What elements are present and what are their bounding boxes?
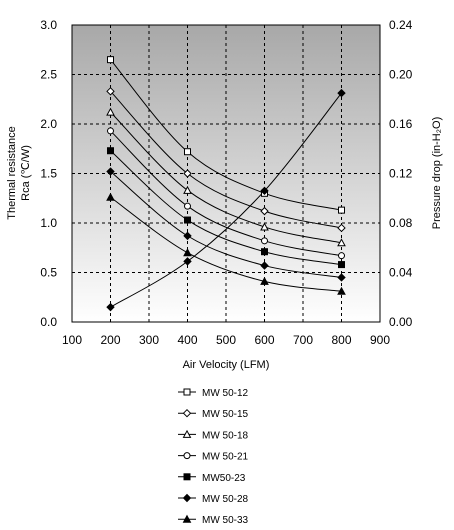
legend-label: MW 50-21 — [202, 452, 249, 463]
legend: MW 50-12 MW 50-15 MW 50-18 MW 50-21 MW50-23 M… — [178, 388, 249, 526]
legend-label: MW 50-33 — [202, 515, 249, 526]
y-right-tick-label: 0.16 — [389, 117, 413, 131]
x-tick-label: 300 — [139, 333, 159, 347]
y-left-tick-label: 0.0 — [40, 315, 57, 329]
y-left-axis-title-line2: Rca (℃/W) — [20, 145, 32, 201]
data-point — [260, 222, 269, 231]
y-left-tick-label: 0.5 — [40, 266, 57, 280]
data-point — [106, 107, 115, 116]
series-line-3 — [110, 130, 342, 257]
data-point — [106, 167, 115, 176]
data-point — [338, 261, 345, 269]
data-point — [260, 206, 269, 216]
y-right-axis-title: Pressure drop (in-H₂O) — [431, 117, 443, 229]
data-point — [260, 276, 269, 285]
x-tick-label: 400 — [177, 333, 197, 347]
series-line-5 — [110, 171, 342, 278]
legend-label: MW 50-12 — [202, 388, 249, 399]
series-line-0 — [110, 59, 342, 211]
y-right-tick-label: 0.24 — [389, 18, 413, 32]
data-point — [261, 237, 268, 245]
y-left-tick-label: 1.5 — [40, 167, 57, 181]
x-axis-title: Air Velocity (LFM) — [183, 359, 270, 371]
legend-marker — [182, 408, 192, 418]
legend-marker — [182, 493, 192, 503]
data-point — [337, 223, 346, 233]
data-point — [106, 302, 115, 312]
legend-marker — [183, 452, 191, 460]
x-tick-label: 100 — [62, 333, 82, 347]
y-right-tick-label: 0.04 — [389, 266, 413, 280]
data-point — [107, 56, 114, 64]
data-point — [106, 87, 115, 96]
data-point — [183, 185, 192, 194]
y-left-axis-title-line1: Thermal resistance — [6, 126, 18, 220]
series-line-7 — [110, 92, 342, 308]
data-point — [337, 238, 346, 247]
data-point — [184, 202, 191, 210]
data-point — [183, 257, 192, 266]
legend-marker — [182, 429, 192, 438]
legend-label: MW 50-18 — [202, 430, 249, 441]
y-right-tick-label: 0.12 — [389, 167, 413, 181]
data-point — [107, 147, 114, 155]
data-point — [337, 286, 346, 295]
legend-marker — [182, 514, 192, 523]
x-tick-label: 600 — [254, 333, 274, 347]
series-line-2 — [110, 111, 342, 244]
series-curves — [110, 59, 342, 308]
x-axis-ticks: 100 200 300 400 500 600 700 800 900 — [62, 333, 390, 347]
y-left-tick-label: 2.5 — [40, 68, 57, 82]
data-point — [260, 261, 269, 270]
series-markers — [106, 56, 346, 312]
y-left-tick-label: 2.0 — [40, 117, 57, 131]
y-left-tick-label: 3.0 — [40, 18, 57, 32]
x-tick-label: 800 — [331, 333, 351, 347]
data-point — [337, 273, 346, 282]
data-point — [183, 248, 192, 257]
grid-lines — [72, 25, 380, 322]
series-line-6 — [110, 196, 342, 292]
y-right-tick-label: 0.08 — [389, 216, 413, 230]
data-point — [183, 169, 192, 178]
x-tick-label: 900 — [370, 333, 390, 347]
data-point — [337, 88, 346, 98]
y-right-axis-ticks: 0.00 0.04 0.08 0.12 0.16 0.20 0.24 — [389, 18, 413, 329]
x-tick-label: 200 — [100, 333, 120, 347]
data-point — [261, 248, 268, 256]
data-point — [184, 148, 191, 156]
legend-label: MW50-23 — [202, 473, 246, 484]
y-right-tick-label: 0.00 — [389, 315, 413, 329]
y-left-axis-ticks: 0.0 0.5 1.0 1.5 2.0 2.5 3.0 — [40, 18, 57, 329]
x-tick-label: 500 — [216, 333, 236, 347]
data-point — [260, 186, 269, 196]
y-right-tick-label: 0.20 — [389, 68, 413, 82]
data-point — [106, 192, 115, 201]
data-point — [107, 127, 114, 135]
legend-label: MW 50-28 — [202, 494, 249, 505]
data-point — [183, 231, 192, 241]
data-point — [184, 216, 191, 224]
data-point — [338, 252, 345, 260]
y-left-tick-label: 1.0 — [40, 216, 57, 230]
series-line-1 — [110, 90, 342, 229]
legend-marker — [183, 473, 191, 481]
x-tick-label: 700 — [293, 333, 313, 347]
data-point — [338, 206, 345, 214]
legend-label: MW 50-15 — [202, 409, 249, 420]
legend-marker — [183, 388, 191, 396]
